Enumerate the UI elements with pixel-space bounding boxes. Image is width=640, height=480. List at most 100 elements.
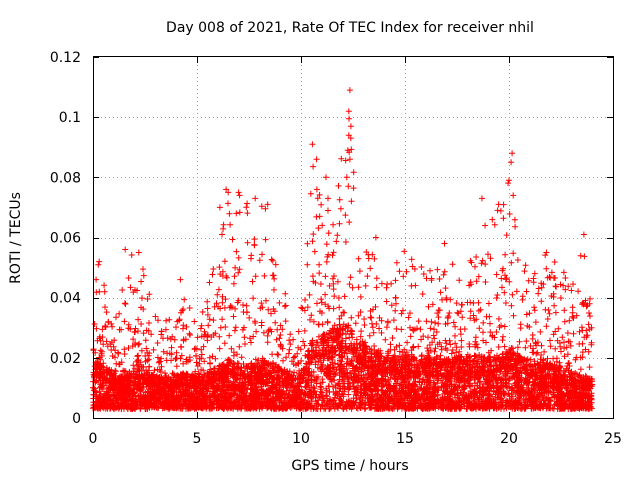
data-point bbox=[358, 368, 365, 375]
data-point bbox=[546, 310, 553, 317]
data-point bbox=[429, 301, 436, 308]
data-point bbox=[186, 330, 193, 337]
data-point bbox=[225, 200, 231, 207]
data-point bbox=[526, 310, 533, 317]
data-point bbox=[304, 261, 311, 268]
data-point bbox=[350, 169, 357, 176]
data-point bbox=[180, 306, 187, 313]
data-point bbox=[277, 375, 284, 382]
data-point bbox=[432, 319, 439, 326]
data-point bbox=[437, 352, 444, 359]
data-point bbox=[187, 332, 193, 338]
data-point bbox=[485, 251, 491, 258]
data-point bbox=[333, 366, 340, 373]
data-point bbox=[325, 251, 332, 258]
data-point bbox=[325, 230, 332, 237]
data-point bbox=[329, 339, 336, 346]
data-point bbox=[345, 391, 352, 398]
data-point bbox=[276, 299, 283, 306]
data-point bbox=[243, 204, 250, 211]
data-point bbox=[552, 328, 559, 335]
data-point bbox=[508, 302, 515, 309]
data-point bbox=[458, 337, 465, 344]
data-point bbox=[241, 334, 248, 341]
data-point bbox=[506, 278, 513, 285]
data-point bbox=[470, 312, 477, 319]
data-point bbox=[538, 280, 545, 287]
data-point bbox=[242, 341, 248, 347]
data-point bbox=[194, 363, 201, 369]
data-point bbox=[495, 344, 502, 350]
data-point bbox=[348, 314, 355, 321]
data-point bbox=[316, 261, 323, 268]
data-point bbox=[380, 391, 387, 398]
data-point bbox=[419, 291, 426, 297]
data-point bbox=[457, 308, 464, 315]
data-point bbox=[243, 302, 250, 309]
data-point bbox=[271, 275, 278, 282]
data-point bbox=[310, 163, 317, 170]
data-point bbox=[346, 281, 353, 288]
data-point bbox=[399, 307, 406, 314]
data-point bbox=[531, 270, 538, 277]
data-point bbox=[312, 361, 319, 368]
data-point bbox=[184, 371, 191, 378]
data-point bbox=[480, 329, 486, 336]
data-point bbox=[219, 299, 226, 306]
data-point bbox=[392, 277, 399, 284]
data-point bbox=[535, 290, 542, 297]
data-point bbox=[216, 264, 223, 271]
data-point bbox=[401, 248, 408, 255]
data-point bbox=[527, 343, 534, 349]
data-point bbox=[272, 261, 279, 268]
data-point bbox=[338, 155, 345, 162]
data-point bbox=[552, 283, 559, 290]
data-point bbox=[475, 273, 482, 280]
data-point bbox=[269, 351, 276, 358]
data-point bbox=[317, 281, 324, 287]
data-point bbox=[119, 287, 126, 293]
data-points bbox=[90, 87, 596, 412]
data-point bbox=[315, 321, 322, 328]
data-point bbox=[217, 324, 224, 331]
data-point bbox=[346, 334, 353, 341]
data-point bbox=[229, 236, 236, 243]
data-point bbox=[502, 251, 509, 258]
data-point bbox=[452, 332, 458, 339]
data-point bbox=[309, 273, 316, 280]
data-point bbox=[333, 238, 340, 245]
data-point bbox=[552, 309, 559, 316]
data-point bbox=[502, 300, 509, 306]
data-point bbox=[131, 329, 138, 336]
data-point bbox=[258, 322, 265, 329]
data-point bbox=[248, 252, 255, 259]
data-point bbox=[475, 299, 482, 306]
data-point bbox=[412, 282, 419, 289]
data-point bbox=[346, 346, 353, 353]
data-point bbox=[420, 333, 427, 340]
data-point bbox=[548, 269, 555, 276]
data-point bbox=[216, 333, 223, 340]
data-point bbox=[410, 327, 417, 334]
data-point bbox=[480, 319, 487, 326]
data-point bbox=[259, 251, 265, 258]
data-point bbox=[411, 364, 417, 371]
data-point bbox=[450, 319, 457, 326]
data-point bbox=[563, 344, 570, 351]
data-point bbox=[552, 275, 558, 281]
data-point bbox=[177, 343, 184, 350]
data-point bbox=[464, 299, 471, 306]
data-point bbox=[441, 268, 448, 275]
data-point bbox=[280, 357, 286, 364]
data-point bbox=[357, 293, 364, 300]
data-point bbox=[588, 390, 595, 397]
data-point bbox=[489, 216, 496, 223]
data-point bbox=[336, 196, 343, 203]
data-point bbox=[499, 350, 506, 357]
data-point bbox=[522, 344, 529, 351]
data-point bbox=[506, 211, 513, 217]
data-point bbox=[348, 327, 355, 334]
data-point bbox=[530, 279, 537, 286]
data-point bbox=[392, 307, 399, 314]
